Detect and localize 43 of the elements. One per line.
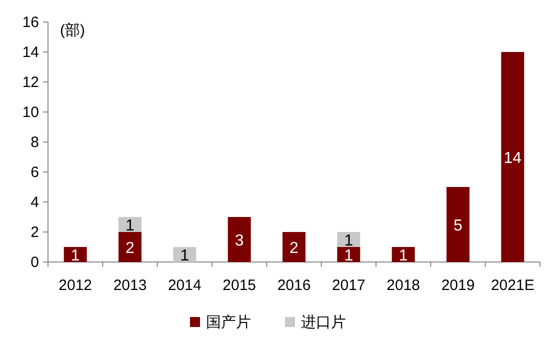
bar — [118, 232, 142, 262]
x-tick-label: 2019 — [441, 277, 475, 294]
bar — [282, 232, 306, 262]
y-tick-label: 12 — [22, 74, 39, 91]
x-tick-label: 2021E — [490, 277, 534, 294]
bar — [228, 217, 251, 262]
bar — [173, 247, 196, 262]
data-label: 1 — [70, 248, 80, 264]
x-tick-label: 2012 — [58, 277, 92, 294]
y-tick-label: 0 — [30, 254, 39, 271]
y-tick-label: 10 — [22, 104, 39, 121]
data-label: 3 — [234, 232, 244, 250]
bar — [118, 217, 142, 232]
x-tick-label: 2017 — [332, 277, 366, 294]
y-axis-title: (部) — [60, 22, 85, 39]
data-label: 2 — [290, 240, 299, 257]
data-label: 2 — [126, 240, 135, 257]
x-tick-label: 2015 — [222, 277, 256, 294]
x-tick-label: 2013 — [113, 277, 147, 294]
y-tick-label: 16 — [22, 14, 39, 31]
data-label: 1 — [344, 248, 354, 264]
y-tick-label: 8 — [30, 134, 39, 151]
data-label: 1 — [398, 248, 408, 264]
x-tick-label: 2016 — [277, 277, 311, 294]
data-label: 14 — [504, 150, 522, 167]
bar — [446, 187, 470, 262]
bar — [337, 247, 360, 262]
data-label: 5 — [454, 218, 463, 234]
bar — [392, 247, 415, 262]
y-tick-label: 6 — [30, 164, 39, 181]
bar — [64, 247, 87, 262]
y-tick-label: 4 — [30, 194, 39, 211]
data-label: 1 — [344, 232, 354, 250]
data-label: 1 — [126, 218, 135, 234]
x-tick-label: 2014 — [168, 277, 202, 294]
legend-label: 国产片 — [206, 314, 251, 331]
bar — [337, 232, 360, 247]
x-tick-label: 2018 — [386, 277, 420, 294]
legend-label: 进口片 — [301, 314, 346, 331]
y-tick-label: 14 — [22, 44, 39, 61]
y-tick-label: 2 — [30, 224, 39, 241]
data-label: 1 — [180, 248, 190, 264]
bar — [501, 52, 524, 262]
